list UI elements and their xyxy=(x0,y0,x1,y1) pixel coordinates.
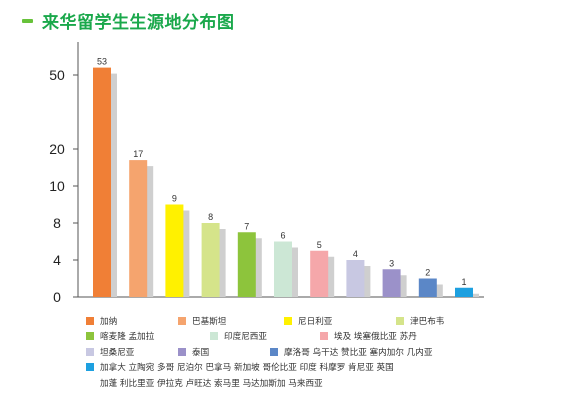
bar xyxy=(93,67,111,297)
bar-value-label: 1 xyxy=(461,277,466,287)
legend-row: 坦桑尼亚 泰国 摩洛哥 乌干达 赞比亚 塞内加尔 几内亚 xyxy=(86,344,566,360)
bar-value-label: 7 xyxy=(244,221,249,231)
bar xyxy=(310,250,329,297)
y-tick-label: 8 xyxy=(53,215,61,231)
legend-row: 喀麦隆 孟加拉 印度尼西亚 埃及 埃塞俄比亚 苏丹 xyxy=(86,329,566,345)
y-tick-label: 50 xyxy=(49,67,65,83)
legend-swatch xyxy=(270,347,278,356)
legend-swatch xyxy=(210,332,218,341)
bar-value-label: 3 xyxy=(389,258,394,268)
bar-value-label: 9 xyxy=(172,194,177,204)
legend-label-continued: 加蓬 利比里亚 伊拉克 卢旺达 索马里 马达加斯加 马来西亚 xyxy=(100,378,323,389)
y-tick-label: 4 xyxy=(53,252,61,268)
y-tick-label: 0 xyxy=(53,289,61,305)
legend-item: 尼日利亚 xyxy=(284,315,396,327)
bar-value-label: 53 xyxy=(97,57,107,67)
legend-label: 巴基斯坦 xyxy=(192,316,227,327)
legend-swatch xyxy=(86,347,94,356)
legend-item: 摩洛哥 乌干达 赞比亚 塞内加尔 几内亚 xyxy=(270,346,432,358)
legend-row: 加纳 巴基斯坦 尼日利亚 津巴布韦 xyxy=(86,313,566,329)
legend-label: 坦桑尼亚 xyxy=(100,347,135,358)
legend-item: 喀麦隆 孟加拉 xyxy=(86,330,210,342)
bar-value-label: 4 xyxy=(353,249,358,259)
legend-label: 泰国 xyxy=(192,347,210,358)
legend-label: 摩洛哥 乌干达 赞比亚 塞内加尔 几内亚 xyxy=(284,347,433,358)
bar-chart: 0 4 8 10 20 50 53 17 9 8 7 6 5 4 3 2 1 xyxy=(49,42,484,305)
bar-value-label: 5 xyxy=(317,240,322,250)
legend-swatch xyxy=(284,316,292,325)
bar xyxy=(346,260,365,297)
bar-value-label: 8 xyxy=(208,212,213,222)
page-title: 来华留学生生源地分布图 xyxy=(42,13,235,33)
title-accent-dash xyxy=(22,18,33,23)
legend-swatch xyxy=(178,316,186,325)
bar xyxy=(129,160,148,297)
bar xyxy=(201,223,220,297)
legend-label: 加纳 xyxy=(100,316,118,327)
bar xyxy=(455,287,473,297)
chart-legend: 加纳 巴基斯坦 尼日利亚 津巴布韦 喀麦隆 孟加拉 印度尼西亚 埃及 埃塞俄比亚… xyxy=(86,313,566,391)
y-tick-label: 20 xyxy=(49,141,65,157)
legend-item: 津巴布韦 xyxy=(396,315,444,327)
legend-item: 埃及 埃塞俄比亚 苏丹 xyxy=(320,330,417,342)
legend-swatch xyxy=(86,332,94,341)
bar xyxy=(382,269,401,297)
legend-label: 印度尼西亚 xyxy=(224,332,267,343)
legend-swatch xyxy=(396,316,404,325)
y-tick-label: 10 xyxy=(49,178,65,194)
legend-item: 加纳 xyxy=(86,315,178,327)
legend-swatch xyxy=(178,347,186,356)
legend-item: 印度尼西亚 xyxy=(210,330,320,342)
legend-label: 加拿大 立陶宛 多哥 尼泊尔 巴拿马 新加坡 哥伦比亚 印度 科摩罗 肯尼亚 英… xyxy=(100,363,394,374)
legend-item: 坦桑尼亚 xyxy=(86,346,178,358)
legend-label: 尼日利亚 xyxy=(298,316,333,327)
legend-row: 加拿大 立陶宛 多哥 尼泊尔 巴拿马 新加坡 哥伦比亚 印度 科摩罗 肯尼亚 英… xyxy=(86,360,566,376)
bar xyxy=(274,241,292,297)
legend-label: 埃及 埃塞俄比亚 苏丹 xyxy=(334,332,417,343)
bar-value-label: 2 xyxy=(425,268,430,278)
bar xyxy=(165,204,184,297)
bar-value-label: 17 xyxy=(133,149,143,159)
bar-value-label: 6 xyxy=(280,231,285,241)
legend-label: 津巴布韦 xyxy=(410,316,445,327)
bar xyxy=(418,278,437,297)
legend-item: 加拿大 立陶宛 多哥 尼泊尔 巴拿马 新加坡 哥伦比亚 印度 科摩罗 肯尼亚 英… xyxy=(86,361,394,373)
legend-label: 喀麦隆 孟加拉 xyxy=(100,332,155,343)
legend-swatch xyxy=(320,332,328,341)
legend-item: 泰国 xyxy=(178,346,270,358)
title-row: 来华留学生生源地分布图 xyxy=(22,8,235,33)
legend-swatch xyxy=(86,363,94,372)
legend-item: 巴基斯坦 xyxy=(178,315,284,327)
bar xyxy=(237,232,256,297)
legend-swatch xyxy=(86,316,94,325)
